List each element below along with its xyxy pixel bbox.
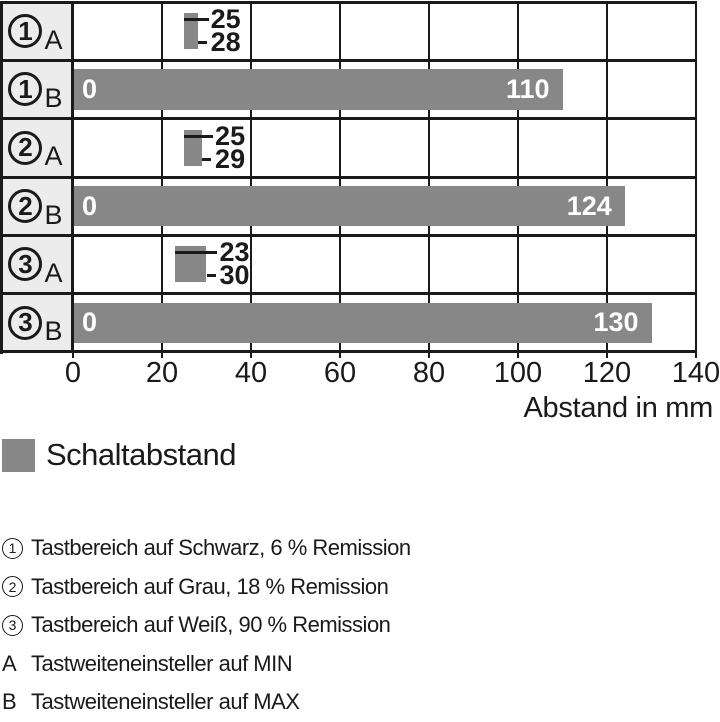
setting-letter-B: B [44, 82, 63, 113]
x-tick-label-0: 0 [64, 357, 82, 389]
circled-marker-3: 3 [2, 614, 23, 636]
range-min-tick [175, 251, 218, 255]
x-axis-title: Abstand in mm [523, 392, 713, 424]
circled-number-2: 2 [8, 130, 43, 165]
label-column-separator [71, 2, 74, 352]
footnote-text: Tastbereich auf Schwarz, 6 % Remission [31, 535, 411, 561]
row-separator [0, 233, 697, 237]
footnote-3: 3 Tastbereich auf Weiß, 90 % Remission [2, 606, 411, 645]
range-max-tick [202, 157, 212, 161]
bar-1B: 0 110 [73, 69, 563, 110]
footnotes: 1 Tastbereich auf Schwarz, 6 % Remission 2… [2, 529, 411, 722]
x-tick-label-140: 140 [671, 357, 720, 389]
x-tick-60 [339, 353, 341, 358]
footnote-1: 1 Tastbereich auf Schwarz, 6 % Remission [2, 529, 411, 568]
circled-number-1: 1 [8, 14, 43, 49]
x-tick-label-20: 20 [145, 357, 179, 389]
range-min-tick [184, 18, 209, 21]
chart-top-border [0, 1, 697, 4]
x-tick-120 [606, 353, 608, 358]
circled-number-3: 3 [8, 247, 43, 282]
circled-number-3: 3 [8, 305, 43, 340]
range-min-label: 25 [210, 4, 241, 34]
x-tick-0 [72, 353, 74, 358]
bar-3B: 0 130 [73, 302, 652, 343]
bar-2B: 0 124 [73, 186, 625, 227]
bar-value-label: 130 [593, 307, 639, 338]
range-max-tick [197, 41, 207, 44]
x-axis-line [0, 350, 697, 353]
bar-value-label: 124 [566, 190, 612, 221]
bar-value-label: 110 [505, 73, 550, 104]
setting-letter-A: A [44, 24, 63, 55]
legend-label: Schaltabstand [46, 437, 236, 472]
letter-marker-A: A [2, 650, 17, 676]
row-separator [0, 175, 697, 179]
x-tick-label-60: 60 [323, 357, 357, 389]
footnote-marker-A: A [2, 651, 31, 677]
x-tick-40 [250, 353, 252, 358]
row-separator [0, 58, 697, 62]
range-min-tick [184, 134, 214, 138]
bar-start-label: 0 [82, 73, 98, 104]
footnote-4: A Tastweiteneinsteller auf MIN [2, 645, 411, 684]
range-bar-2A [184, 129, 203, 166]
row-separator [0, 292, 697, 296]
circled-marker-2: 2 [2, 576, 23, 598]
footnote-marker-1: 1 [2, 537, 31, 559]
range-min-label: 23 [219, 237, 250, 268]
row-separator [0, 117, 697, 121]
x-tick-label-120: 120 [582, 357, 632, 389]
footnote-2: 2 Tastbereich auf Grau, 18 % Remission [2, 568, 411, 607]
footnote-marker-3: 3 [2, 614, 31, 636]
bar-start-label: 0 [82, 190, 98, 221]
circled-marker-1: 1 [2, 537, 23, 559]
setting-letter-B: B [44, 199, 63, 230]
x-tick-label-40: 40 [234, 357, 268, 389]
footnote-marker-B: B [2, 689, 31, 715]
circled-number-2: 2 [8, 189, 43, 224]
x-tick-80 [428, 353, 430, 358]
setting-letter-B: B [44, 316, 63, 347]
range-max-tick [206, 274, 216, 278]
range-bar-1A [184, 13, 198, 49]
letter-marker-B: B [2, 689, 17, 715]
x-tick-140 [695, 353, 697, 358]
x-tick-20 [161, 353, 163, 358]
x-tick-label-80: 80 [412, 357, 446, 389]
footnote-text: Tastweiteneinsteller auf MAX [31, 689, 300, 715]
legend: Schaltabstand [2, 437, 236, 473]
x-tick-100 [517, 353, 519, 358]
chart-left-border [0, 1, 3, 354]
setting-letter-A: A [44, 141, 63, 172]
range-max-label: 28 [210, 27, 241, 57]
range-min-label: 25 [215, 120, 246, 151]
footnote-text: Tastbereich auf Grau, 18 % Remission [31, 573, 389, 599]
footnote-5: B Tastweiteneinsteller auf MAX [2, 683, 411, 722]
legend-swatch [2, 438, 35, 472]
range-max-label: 29 [215, 143, 246, 174]
x-tick-label-100: 100 [493, 357, 543, 389]
setting-letter-A: A [44, 257, 63, 288]
footnote-text: Tastbereich auf Weiß, 90 % Remission [31, 612, 391, 638]
range-max-label: 30 [219, 260, 250, 291]
footnote-marker-2: 2 [2, 576, 31, 598]
bar-start-label: 0 [82, 307, 98, 338]
footnote-text: Tastweiteneinsteller auf MIN [31, 650, 293, 676]
circled-number-1: 1 [8, 72, 43, 107]
